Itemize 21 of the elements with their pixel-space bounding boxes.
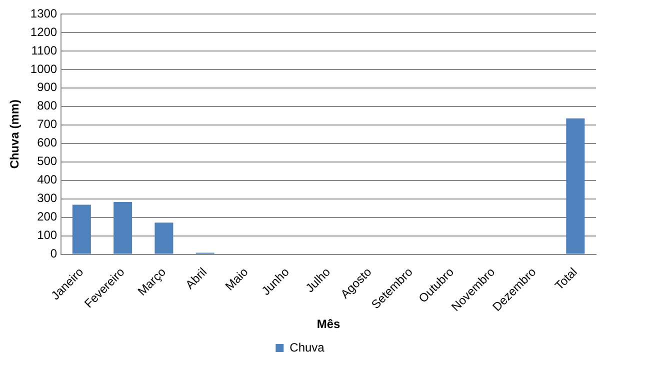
y-tick-label: 600 — [37, 136, 58, 150]
x-axis-title: Mês — [316, 317, 341, 332]
legend-label: Chuva — [290, 340, 325, 354]
y-tick-label: 100 — [37, 228, 58, 242]
y-tick-label: 1200 — [30, 24, 58, 39]
y-tick-label: 800 — [37, 98, 58, 113]
y-tick-label: 900 — [37, 80, 58, 94]
y-axis-title: Chuva (mm) — [8, 99, 22, 169]
y-tick-label: 0 — [50, 246, 58, 261]
bar — [566, 118, 585, 254]
y-tick-label: 1100 — [31, 43, 58, 58]
y-tick-label: 700 — [37, 117, 58, 132]
bar — [114, 202, 132, 254]
y-tick-label: 1300 — [30, 6, 58, 20]
y-tick-label: 300 — [37, 191, 58, 206]
bar — [72, 204, 91, 254]
y-tick-label: 200 — [37, 210, 58, 224]
y-tick-label: 500 — [37, 154, 58, 168]
y-tick-label: 400 — [37, 172, 58, 187]
y-tick-label: 1000 — [30, 62, 58, 76]
bar — [154, 222, 174, 254]
